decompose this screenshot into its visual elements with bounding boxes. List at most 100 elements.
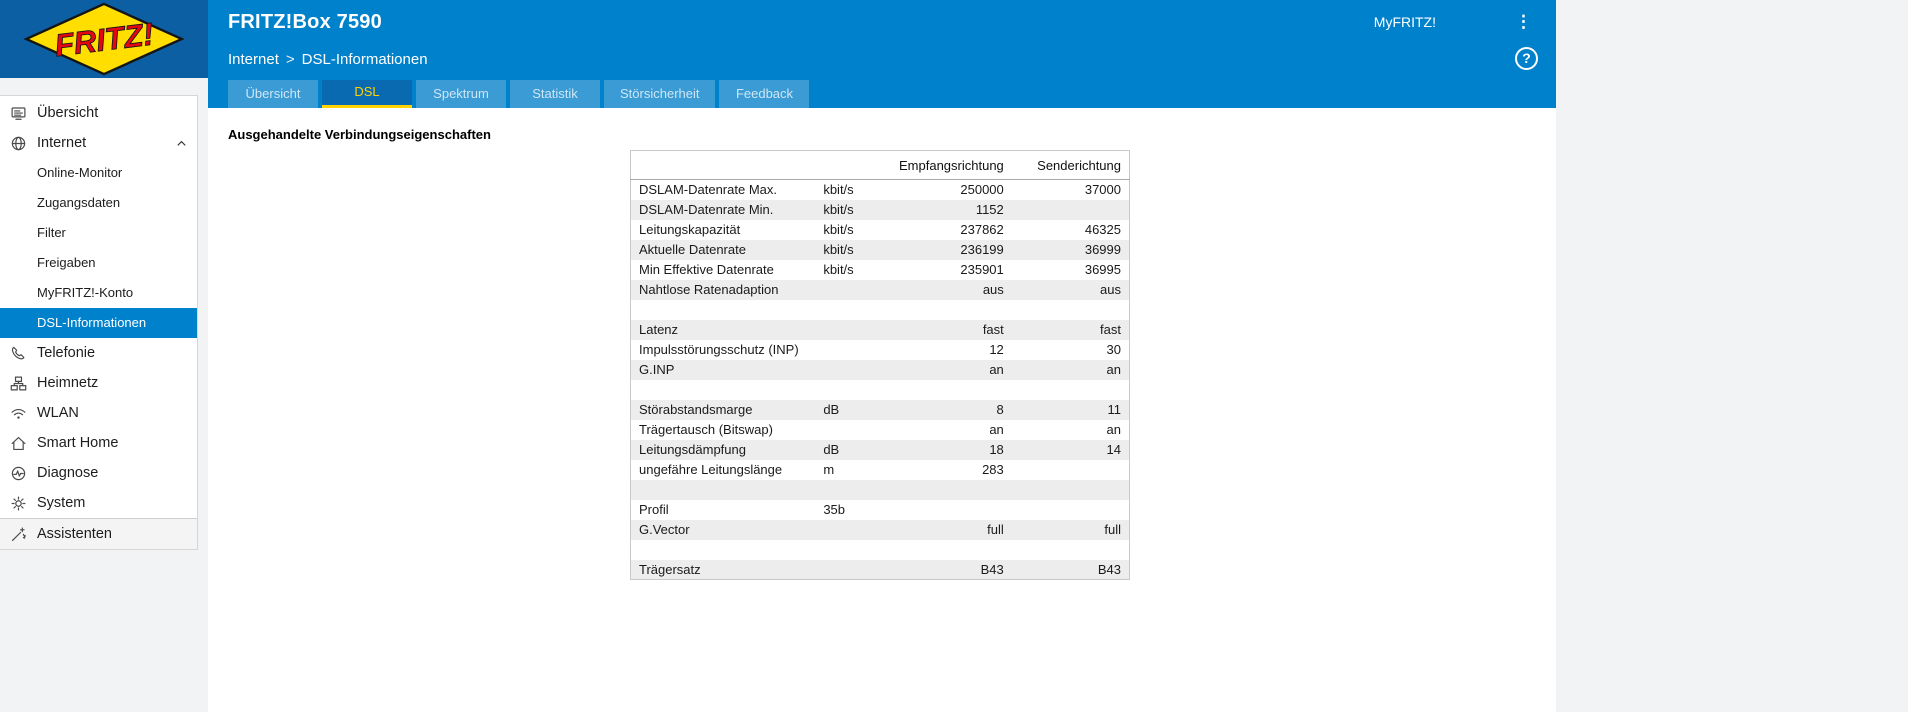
dsl-properties-table: Empfangsrichtung Senderichtung DSLAM-Dat… bbox=[630, 150, 1130, 580]
value-sende bbox=[1012, 500, 1130, 520]
breadcrumb-page: DSL-Informationen bbox=[301, 51, 428, 68]
row-unit: kbit/s bbox=[823, 222, 854, 237]
fritz-logo-icon: FRITZ! bbox=[23, 2, 185, 76]
sidebar-item-label: Telefonie bbox=[37, 345, 96, 361]
main-content: Ausgehandelte Verbindungseigenschaften E… bbox=[208, 108, 1556, 712]
spacer-row bbox=[630, 479, 1130, 500]
value-empfang: aus bbox=[982, 282, 1004, 297]
sidebar-subitem-filter[interactable]: Filter bbox=[37, 225, 66, 240]
row-label bbox=[631, 380, 816, 400]
sidebar-subitem-myfritz-konto[interactable]: MyFRITZ!-Konto bbox=[37, 285, 134, 300]
value-sende: full bbox=[1104, 522, 1121, 537]
table-row: Leitungskapazität kbit/s 237862 46325 bbox=[631, 220, 1130, 240]
table-row: Impulsstörungsschutz (INP) 12 30 bbox=[631, 340, 1130, 360]
row-label bbox=[631, 300, 816, 320]
sidebar-menu: Übersicht Internet Online-Monitor Zugangsda… bbox=[0, 95, 198, 550]
table-row: Leitungsdämpfung dB 18 14 bbox=[630, 439, 1130, 460]
sidebar-subitem-dsl-informationen[interactable]: DSL-Informationen bbox=[0, 308, 197, 338]
value-sende bbox=[1012, 460, 1130, 480]
row-unit: m bbox=[823, 462, 835, 477]
value-sende: 30 bbox=[1106, 342, 1121, 357]
row-unit: kbit/s bbox=[823, 242, 854, 257]
value-sende: aus bbox=[1100, 282, 1121, 297]
sidebar-subitem-zugangsdaten[interactable]: Zugangsdaten bbox=[37, 195, 121, 210]
row-unit bbox=[815, 320, 880, 340]
value-empfang bbox=[880, 540, 1012, 560]
sidebar-item-label: Heimnetz bbox=[37, 375, 99, 391]
sidebar-item-heimnetz[interactable]: Heimnetz bbox=[0, 368, 197, 398]
table-row: Latenz fast fast bbox=[630, 319, 1130, 340]
row-label: Nahtlose Ratenadaption bbox=[639, 282, 779, 297]
globe-icon bbox=[10, 135, 37, 152]
sidebar-item-label: Übersicht bbox=[37, 105, 99, 121]
sidebar-subitem-freigaben[interactable]: Freigaben bbox=[37, 255, 96, 270]
value-empfang: 236199 bbox=[960, 242, 1004, 257]
row-label: Profil bbox=[639, 502, 669, 517]
col-empfangsrichtung: Empfangsrichtung bbox=[879, 150, 1012, 180]
row-unit: kbit/s bbox=[823, 182, 854, 198]
table-row: DSLAM-Datenrate Min. kbit/s 1152 bbox=[630, 199, 1130, 220]
value-empfang: fast bbox=[982, 322, 1004, 337]
sidebar-item-label: Smart Home bbox=[37, 435, 119, 451]
row-label: Leitungskapazität bbox=[639, 222, 741, 237]
row-unit bbox=[815, 480, 880, 500]
tab-storsicherheit[interactable]: Störsicherheit bbox=[604, 80, 716, 108]
value-sende: 36999 bbox=[1084, 242, 1121, 257]
sidebar-item-diagnose[interactable]: Diagnose bbox=[0, 458, 197, 488]
table-body: DSLAM-Datenrate Max. kbit/s 250000 37000 DSL… bbox=[630, 180, 1130, 580]
row-label: Störabstandsmarge bbox=[639, 402, 753, 417]
table-row: Nahtlose Ratenadaption aus aus bbox=[630, 279, 1130, 300]
value-empfang bbox=[880, 500, 1012, 520]
sidebar-item-smart-home[interactable]: Smart Home bbox=[0, 428, 197, 458]
myfritz-link[interactable]: MyFRITZ! bbox=[1373, 14, 1436, 30]
tab-spektrum[interactable]: Spektrum bbox=[416, 80, 506, 108]
breadcrumb-section[interactable]: Internet bbox=[228, 51, 279, 68]
sidebar-item-label: System bbox=[37, 495, 86, 511]
value-empfang: 1152 bbox=[975, 202, 1004, 217]
value-sende bbox=[1012, 200, 1130, 220]
wifi-icon bbox=[10, 405, 37, 422]
system-icon bbox=[10, 495, 37, 512]
tab-ubersicht[interactable]: Übersicht bbox=[228, 80, 318, 108]
table-row: Min Effektive Datenrate kbit/s 235901 36995 bbox=[631, 260, 1130, 280]
sidebar-subitem-online-monitor[interactable]: Online-Monitor bbox=[37, 165, 123, 180]
value-sende: B43 bbox=[1097, 561, 1121, 577]
sidebar-item-assistenten[interactable]: Assistenten bbox=[0, 518, 197, 549]
sidebar-item-label: Internet bbox=[37, 135, 87, 151]
row-unit bbox=[815, 340, 880, 360]
value-sende: 36995 bbox=[1084, 262, 1121, 277]
page-title: Ausgehandelte Verbindungseigenschaften bbox=[228, 127, 491, 142]
value-empfang: 12 bbox=[989, 342, 1004, 357]
tab-dsl[interactable]: DSL bbox=[322, 80, 412, 108]
spacer-row bbox=[631, 380, 1130, 400]
value-empfang: an bbox=[989, 362, 1004, 377]
sidebar-item-label: Assistenten bbox=[37, 526, 112, 542]
sidebar-item-wlan[interactable]: WLAN bbox=[0, 398, 197, 428]
row-label: Trägersatz bbox=[639, 561, 701, 577]
top-header: FRITZ!Box 7590 MyFRITZ! ⋮ Internet > DSL-I… bbox=[0, 0, 1556, 78]
help-button[interactable]: ? bbox=[1515, 47, 1538, 70]
row-label: G.Vector bbox=[639, 522, 690, 537]
kebab-menu-icon[interactable]: ⋮ bbox=[1515, 12, 1532, 31]
smarthome-icon bbox=[10, 435, 37, 452]
row-label: G.INP bbox=[639, 362, 675, 377]
value-sende bbox=[1012, 300, 1130, 320]
value-empfang: an bbox=[989, 422, 1004, 437]
row-unit bbox=[815, 560, 880, 580]
fritz-logo[interactable]: FRITZ! bbox=[0, 0, 208, 78]
network-icon bbox=[10, 375, 37, 392]
table-row: Profil 35b bbox=[631, 500, 1130, 520]
row-unit bbox=[815, 540, 880, 560]
row-label bbox=[631, 540, 816, 560]
sidebar-item-label: Diagnose bbox=[37, 465, 99, 481]
value-sende: 46325 bbox=[1084, 222, 1121, 237]
sidebar-item-internet[interactable]: Internet bbox=[0, 128, 197, 158]
sidebar-item-system[interactable]: System bbox=[0, 488, 197, 518]
sidebar-item-telefonie[interactable]: Telefonie bbox=[0, 338, 197, 368]
row-label: ungefähre Leitungslänge bbox=[639, 462, 783, 477]
value-empfang: 18 bbox=[989, 442, 1004, 457]
sidebar-item-ubersicht[interactable]: Übersicht bbox=[0, 98, 197, 128]
tab-statistik[interactable]: Statistik bbox=[510, 80, 600, 108]
tab-feedback[interactable]: Feedback bbox=[719, 80, 810, 108]
